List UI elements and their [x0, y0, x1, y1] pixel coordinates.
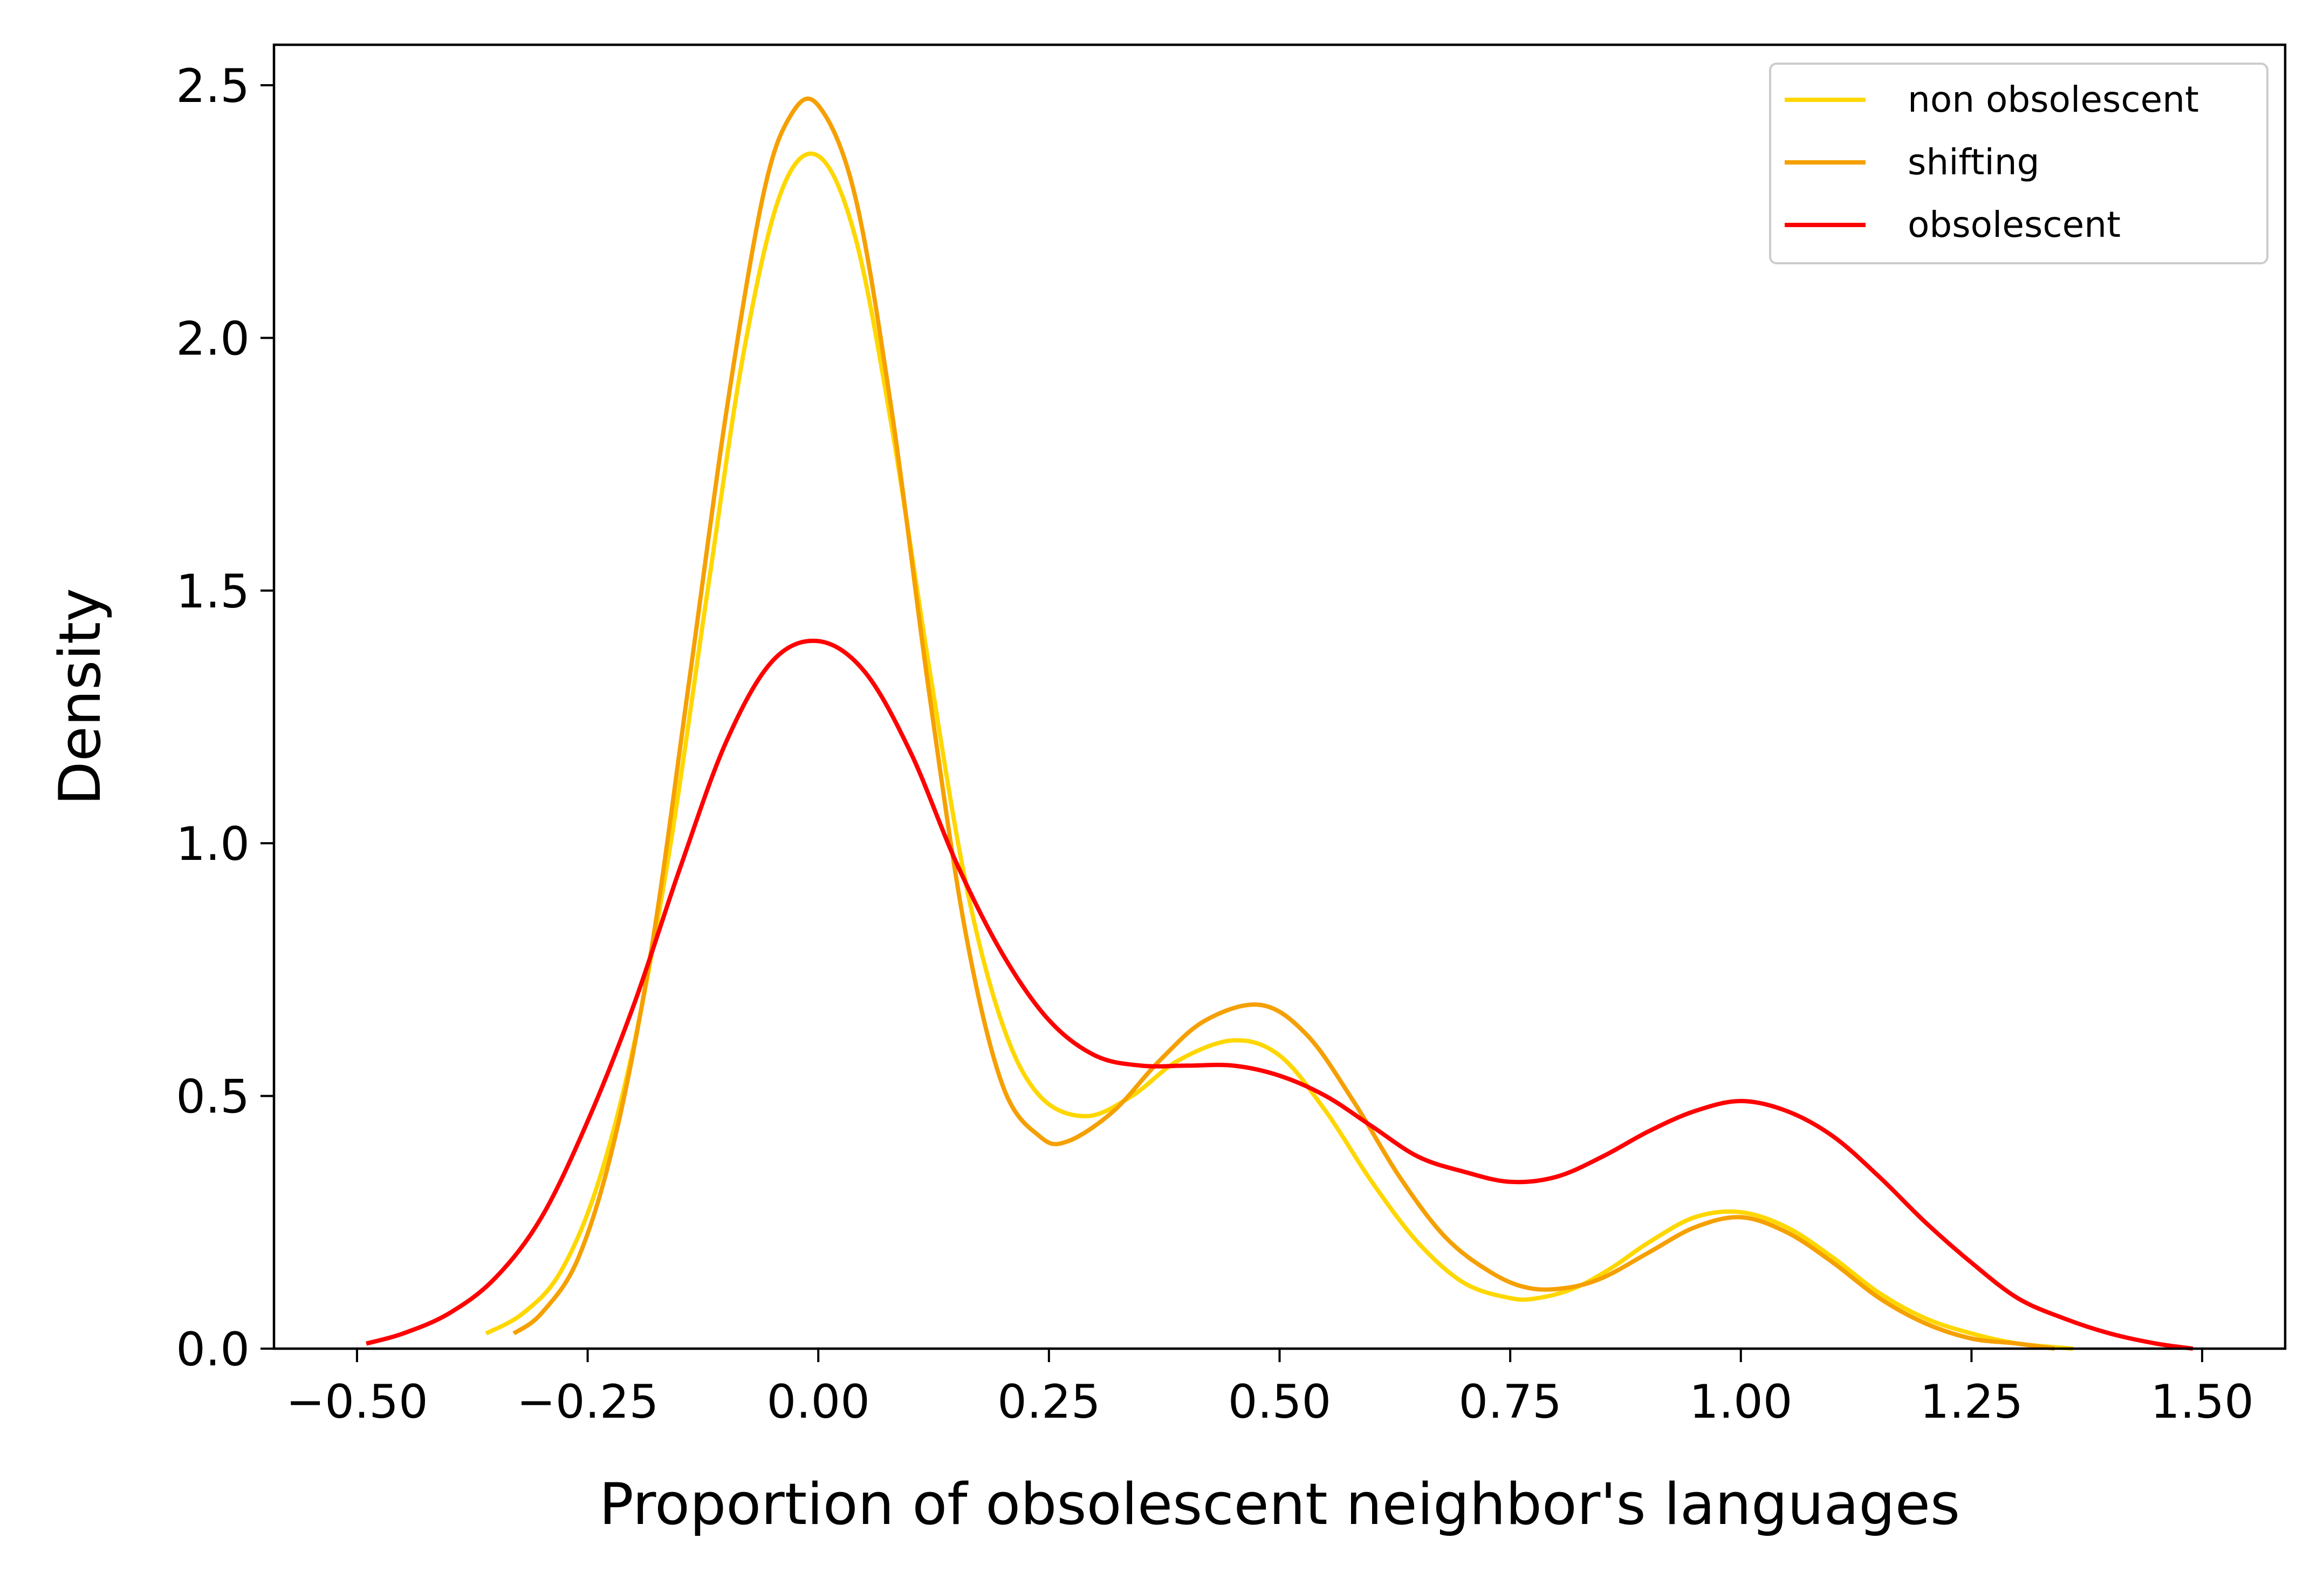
- y-axis-title: Density: [47, 588, 113, 805]
- series-layer: [366, 97, 2193, 1351]
- y-tick-label: 2.0: [176, 312, 250, 366]
- x-tick-label: 1.25: [1920, 1375, 2023, 1429]
- y-tick-label: 1.0: [176, 817, 250, 871]
- x-tick-label: −0.50: [286, 1375, 428, 1429]
- legend-label-shifting: shifting: [1908, 141, 2040, 183]
- x-tick-label: 0.00: [766, 1375, 869, 1429]
- x-tick-label: 0.50: [1228, 1375, 1331, 1429]
- x-tick-label: 1.00: [1689, 1375, 1792, 1429]
- y-tick-label: 0.5: [176, 1070, 250, 1124]
- x-tick-label: 0.75: [1458, 1375, 1561, 1429]
- x-axis-title: Proportion of obsolescent neighbor's lan…: [599, 1471, 1960, 1537]
- series-line-obsolescent: [366, 638, 2193, 1351]
- legend-box: [1769, 63, 2268, 264]
- series-line-shifting: [512, 97, 2055, 1351]
- axes-layer: −0.50 −0.25 0.00 0.25 0.50 0.75 1.00 1.25 1.50 0.…: [176, 43, 2287, 1429]
- series-line-non-obsolescent: [485, 151, 2073, 1351]
- y-tick-label: 2.5: [176, 59, 250, 113]
- y-tick-label: 0.0: [176, 1323, 250, 1377]
- legend-label-obsolescent: obsolescent: [1908, 204, 2121, 245]
- x-tick-label: 0.25: [997, 1375, 1100, 1429]
- legend: non obsolescent shifting obsolescent: [1769, 63, 2268, 264]
- x-tick-label: −0.25: [517, 1375, 659, 1429]
- x-tick-label: 1.50: [2150, 1375, 2253, 1429]
- legend-label-non-obsolescent: non obsolescent: [1908, 79, 2199, 120]
- y-tick-label: 1.5: [176, 565, 250, 619]
